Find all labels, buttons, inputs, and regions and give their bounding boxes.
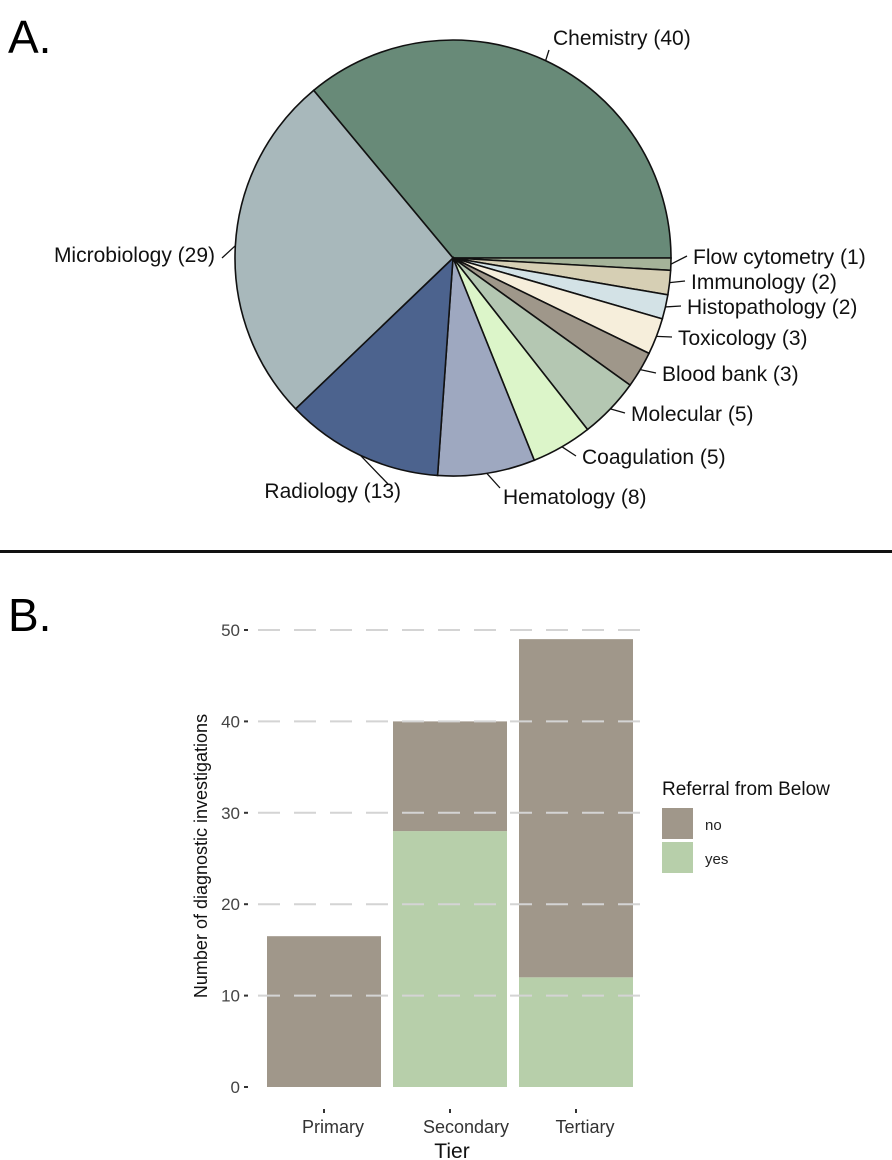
bar-secondary-yes	[393, 831, 507, 1087]
pie-label-toxicology: Toxicology (3)	[678, 327, 808, 350]
y-tick-label-10: 10	[221, 987, 240, 1006]
panel-a-letter: A.	[8, 11, 52, 63]
pie-label-immunology: Immunology (2)	[691, 271, 837, 294]
y-tick-label-20: 20	[221, 895, 240, 914]
y-tick-label-30: 30	[221, 804, 240, 823]
pie-label-radiology: Radiology (13)	[264, 480, 401, 503]
pie-label-molecular: Molecular (5)	[631, 403, 754, 426]
pie-label-hematology: Hematology (8)	[503, 486, 647, 509]
pie-leader-immunology	[669, 280, 686, 284]
panel-divider	[0, 550, 892, 553]
pie-label-blood-bank: Blood bank (3)	[662, 363, 799, 386]
pie-leader-radiology	[359, 454, 389, 485]
pie-label-histopathology: Histopathology (2)	[687, 296, 857, 319]
pie-chart: Chemistry (40) Flow cytometry (1)Immunolo…	[54, 27, 866, 509]
pie-slice-chemistry	[312, 39, 672, 259]
bar-tertiary-yes	[519, 977, 633, 1087]
x-tick-label-secondary: Secondary	[423, 1117, 509, 1137]
pie-leader-molecular	[610, 408, 626, 414]
pie-label-flow-cytometry: Flow cytometry (1)	[693, 246, 866, 269]
pie-label-chemistry: Chemistry (40)	[553, 27, 691, 50]
pie-label-coagulation: Coagulation (5)	[582, 446, 726, 469]
y-tick-label-50: 50	[221, 621, 240, 640]
bar-primary-no	[267, 936, 381, 1087]
bar-tertiary-no	[519, 639, 633, 978]
pie-leader-flow-cytometry	[670, 255, 688, 265]
legend-label-yes: yes	[705, 851, 728, 868]
legend-label-no: no	[705, 817, 722, 834]
y-tick-label-40: 40	[221, 712, 240, 731]
pie-leader-hematology	[486, 472, 501, 489]
x-axis-title: Tier	[434, 1140, 469, 1160]
legend-swatch-no	[662, 808, 693, 839]
pie-leader-coagulation	[561, 446, 577, 457]
y-axis-title: Number of diagnostic investigations	[191, 714, 211, 998]
pie-leader-microbiology	[221, 245, 236, 259]
pie-leader-histopathology	[665, 305, 682, 308]
pie-leader-blood-bank	[640, 369, 657, 374]
legend-swatch-yes	[662, 842, 693, 873]
pie-label-microbiology: Microbiology (29)	[54, 244, 215, 267]
legend-title: Referral from Below	[662, 779, 830, 800]
x-tick-label-tertiary: Tertiary	[555, 1117, 614, 1137]
panel-b-letter: B.	[8, 589, 52, 641]
bar-secondary-no	[393, 721, 507, 832]
pie-slice-microbiology	[234, 89, 455, 410]
pie-slice-hematology	[436, 257, 536, 477]
x-tick-label-primary: Primary	[302, 1117, 364, 1137]
pie-leader-chemistry	[544, 49, 550, 61]
y-tick-label-0: 0	[231, 1078, 240, 1097]
pie-leader-toxicology	[656, 335, 673, 338]
